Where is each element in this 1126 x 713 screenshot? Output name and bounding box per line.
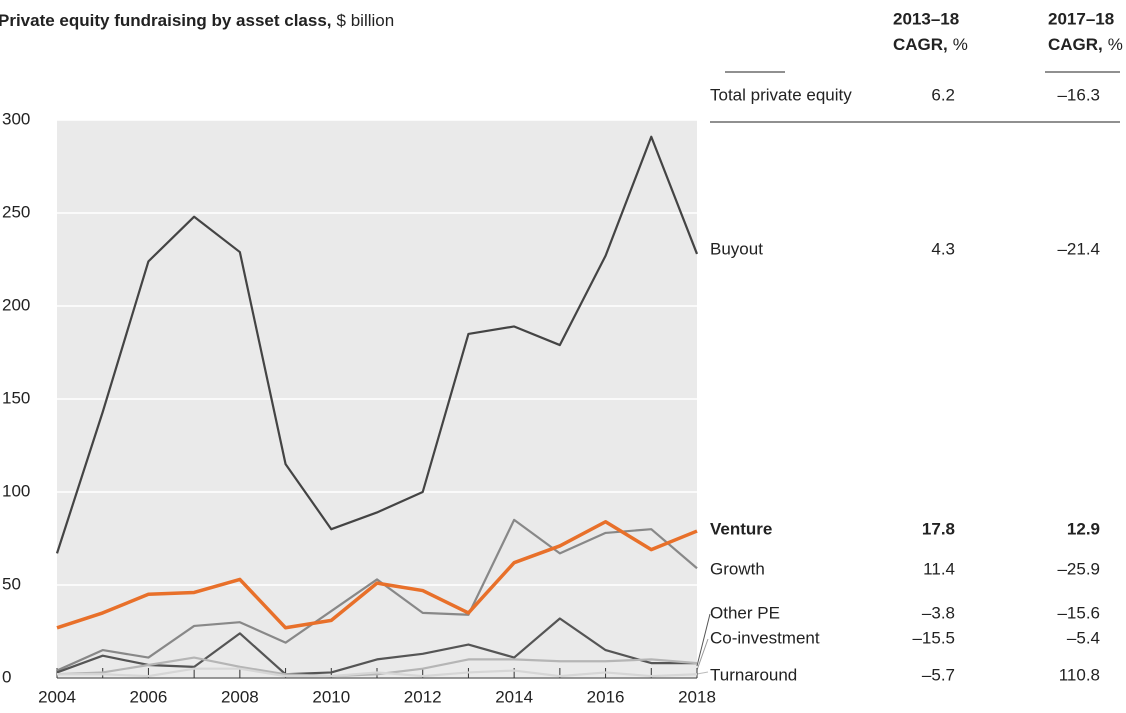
- row-value: 4.3: [931, 239, 955, 258]
- row-label: Venture: [710, 519, 772, 538]
- unit: %: [953, 35, 968, 54]
- row-label: Buyout: [710, 239, 763, 258]
- row-value: –5.4: [1067, 628, 1100, 647]
- x-tick-label: 2010: [312, 687, 350, 706]
- row-value: 12.9: [1067, 519, 1100, 538]
- x-tick-label: 2004: [38, 687, 76, 706]
- title: Private equity fundraising by asset clas…: [0, 11, 332, 30]
- row-label: Other PE: [710, 603, 780, 622]
- leader-line: [696, 671, 709, 675]
- row-value: –15.5: [912, 628, 955, 647]
- row-value: –16.3: [1057, 85, 1100, 104]
- x-tick-label: 2012: [404, 687, 442, 706]
- y-tick-label: 300: [2, 109, 30, 128]
- row-value: 6.2: [931, 85, 955, 104]
- row-value: –5.7: [922, 665, 955, 684]
- row-value: 110.8: [1059, 665, 1100, 684]
- row-value: –15.6: [1057, 603, 1100, 622]
- row-label: Total private equity: [710, 85, 852, 104]
- row-value: –25.9: [1057, 559, 1100, 578]
- chart-title: Private equity fundraising by asset clas…: [0, 11, 394, 30]
- y-tick-label: 100: [2, 481, 30, 500]
- x-tick-label: 2008: [221, 687, 259, 706]
- column-metric: CAGR,%: [893, 35, 968, 54]
- column-metric: CAGR,%: [1048, 35, 1123, 54]
- metric: CAGR,: [1048, 35, 1103, 54]
- x-tick-label: 2014: [495, 687, 533, 706]
- subtitle: $ billion: [337, 11, 395, 30]
- series-line: [56, 518, 698, 672]
- y-tick-label: 250: [2, 202, 30, 221]
- y-tick-label: 150: [2, 388, 30, 407]
- row-label: Growth: [710, 559, 765, 578]
- x-tick-label: 2016: [587, 687, 625, 706]
- row-label: Co-investment: [710, 628, 820, 647]
- series-line: [56, 656, 698, 678]
- column-period: 2013–18: [893, 9, 959, 28]
- y-tick-label: 200: [2, 295, 30, 314]
- row-value: 17.8: [922, 519, 955, 538]
- series-line: [57, 667, 698, 678]
- x-tick-label: 2006: [130, 687, 168, 706]
- row-label: Turnaround: [710, 665, 797, 684]
- series-line: [56, 617, 697, 676]
- series-line: [55, 135, 699, 554]
- y-tick-label: 50: [2, 574, 21, 593]
- y-tick-label: 0: [2, 667, 11, 686]
- leader-line: [696, 638, 709, 671]
- x-tick-label: 2018: [678, 687, 716, 706]
- column-period: 2017–18: [1048, 9, 1114, 28]
- row-value: –21.4: [1057, 239, 1100, 258]
- leader-line: [696, 613, 711, 667]
- metric: CAGR,: [893, 35, 948, 54]
- row-value: 11.4: [923, 559, 955, 578]
- unit: %: [1108, 35, 1123, 54]
- series-line: [56, 520, 698, 630]
- row-value: –3.8: [922, 603, 955, 622]
